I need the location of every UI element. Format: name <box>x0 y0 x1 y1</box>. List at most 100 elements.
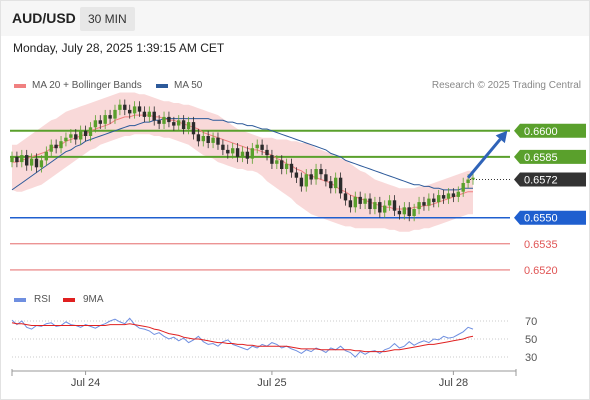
candle-body <box>387 200 392 206</box>
candle-body <box>186 122 191 130</box>
level-label-0-6572: 0.6572 <box>524 174 558 186</box>
candle-body <box>397 210 402 215</box>
header-bar: AUD/USD 30 MIN <box>0 0 590 36</box>
candle-body <box>25 155 29 166</box>
candle-body <box>471 177 475 180</box>
candle-body <box>348 200 353 208</box>
candle-body <box>10 156 14 163</box>
candle-body <box>132 106 137 114</box>
candle-body <box>324 174 328 182</box>
candle-body <box>456 191 460 197</box>
candle-body <box>280 160 284 169</box>
candle-body <box>255 144 259 149</box>
level-label-0-6600: 0.6600 <box>524 126 558 138</box>
candle-body <box>437 195 441 203</box>
candle-body <box>123 104 127 110</box>
candle-body <box>221 144 225 150</box>
candle-body <box>329 181 333 189</box>
candle-body <box>373 202 377 210</box>
candle-body <box>196 134 201 142</box>
candle-body <box>363 198 367 204</box>
ma20-swatch <box>14 83 26 88</box>
candle-body <box>44 151 48 161</box>
level-label-0-6520: 0.6520 <box>524 265 558 277</box>
candle-body <box>407 207 411 216</box>
candle-body <box>304 174 308 187</box>
rsi-legend-item-rsi: RSI <box>14 294 51 305</box>
candle-body <box>103 115 107 124</box>
candle-body <box>88 127 93 136</box>
level-label-box-0-6550 <box>514 210 586 225</box>
candle-body <box>383 205 387 213</box>
candle-body <box>402 207 406 215</box>
candle-body <box>152 111 156 121</box>
candle-body <box>128 109 132 114</box>
rsi-tick-label: 30 <box>525 352 537 364</box>
candle-body <box>240 151 245 157</box>
candle-body <box>177 120 181 126</box>
candle-body <box>392 200 397 211</box>
x-tick-label: Jul 24 <box>71 377 100 389</box>
candle-body <box>181 120 186 129</box>
candle-body <box>29 158 34 166</box>
candle-body <box>289 163 294 173</box>
bollinger-band-layer <box>12 92 473 232</box>
candle-body <box>69 134 73 138</box>
candle-body <box>378 202 382 213</box>
candle-body <box>309 174 313 180</box>
candle-body <box>466 179 470 183</box>
candle-body <box>343 193 348 201</box>
candle-body <box>231 148 235 154</box>
rsi-panel: 70 50 30 <box>11 316 537 364</box>
research-credit: Research © 2025 Trading Central <box>431 80 581 91</box>
candle-body <box>113 109 117 119</box>
candle-body <box>147 111 151 117</box>
candle-body <box>142 111 147 117</box>
candle-body <box>275 160 279 164</box>
x-tick-label: Jul 25 <box>257 377 286 389</box>
candle-body <box>294 172 299 178</box>
candle-body <box>451 193 456 197</box>
candle-body <box>338 177 343 194</box>
forecast-arrow-layer <box>466 130 508 179</box>
rsi-ma-swatch <box>63 297 75 302</box>
level-labels-layer: 0.6600 0.6585 0.6572 0.6550 0.6535 0.6520 <box>514 123 586 277</box>
candle-body <box>74 134 78 140</box>
candle-body <box>157 120 161 124</box>
rsi-ma-line <box>11 322 474 353</box>
level-label-0-6585: 0.6585 <box>524 152 558 164</box>
candle-body <box>432 198 436 203</box>
rsi-tick-label: 70 <box>525 316 537 328</box>
level-label-0-6535: 0.6535 <box>524 239 558 251</box>
candle-body <box>412 209 416 216</box>
candle-body <box>93 120 98 128</box>
candle-body <box>427 198 431 206</box>
level-label-0-6550: 0.6550 <box>524 213 558 225</box>
candle-body <box>206 136 210 143</box>
symbol-label: AUD/USD <box>12 10 76 26</box>
candle-body <box>226 149 230 154</box>
legend-item-ma20: MA 20 + Bollinger Bands <box>14 80 142 91</box>
rsi-legend-label: RSI <box>34 294 51 305</box>
candle-body <box>358 196 362 204</box>
candle-body <box>334 177 338 189</box>
ma50-line <box>11 118 473 191</box>
candle-body <box>49 144 53 152</box>
timeframe-badge[interactable]: 30 MIN <box>80 7 135 31</box>
candle-body <box>216 137 220 145</box>
candle-body <box>54 144 58 149</box>
candles-layer <box>10 99 475 222</box>
legend-label-ma20: MA 20 + Bollinger Bands <box>32 80 142 91</box>
candle-body <box>235 148 240 157</box>
bollinger-band-fill <box>12 92 473 232</box>
candle-body <box>118 104 122 110</box>
candle-body <box>162 116 166 124</box>
level-lines-layer <box>10 129 510 271</box>
rsi-line <box>11 317 474 358</box>
candle-body <box>299 177 304 187</box>
candle-body <box>83 130 88 136</box>
candle-body <box>20 155 24 163</box>
candle-body <box>39 160 44 168</box>
candle-body <box>314 169 318 180</box>
